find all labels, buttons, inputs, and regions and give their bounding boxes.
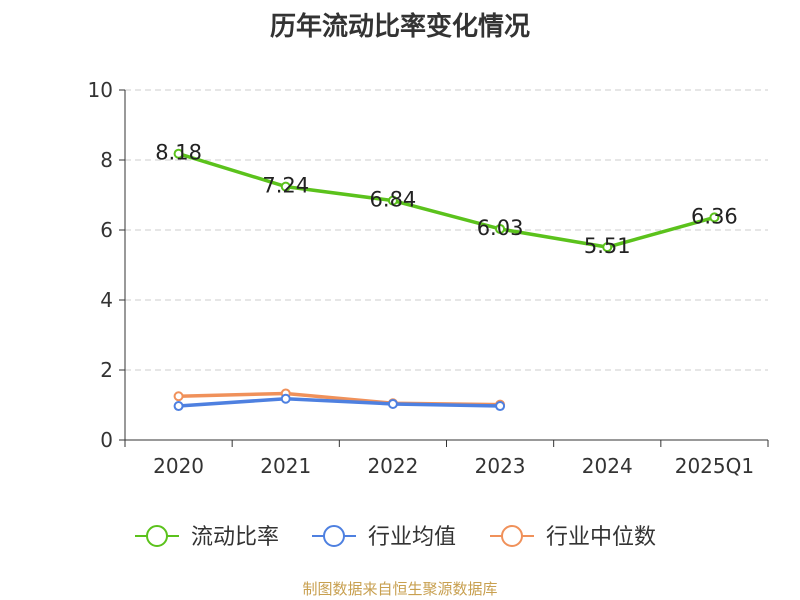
data-label: 6.03 bbox=[477, 216, 524, 240]
gridlines bbox=[125, 89, 768, 371]
x-tick-label: 2021 bbox=[260, 454, 311, 478]
y-tick-label: 10 bbox=[88, 78, 113, 102]
data-point bbox=[495, 401, 506, 412]
x-tick-label: 2025Q1 bbox=[675, 454, 754, 478]
legend-label: 行业中位数 bbox=[546, 525, 656, 550]
series-lines bbox=[173, 148, 720, 412]
x-tick-label: 2024 bbox=[582, 454, 633, 478]
y-tick-label: 6 bbox=[100, 218, 113, 242]
axes: 0 2 4 6 8 10 2020 2021 2022 2023 2024 2025Q1 bbox=[88, 78, 769, 478]
data-point bbox=[173, 148, 184, 159]
data-point bbox=[280, 181, 291, 192]
data-point bbox=[495, 223, 506, 234]
data-label: 8.18 bbox=[155, 141, 202, 165]
legend-label: 流动比率 bbox=[191, 525, 279, 550]
source-note: 制图数据来自恒生聚源数据库 bbox=[302, 580, 498, 598]
data-label: 6.84 bbox=[370, 188, 417, 212]
legend-label: 行业均值 bbox=[368, 525, 456, 550]
data-point bbox=[280, 393, 291, 404]
data-label: 5.51 bbox=[584, 234, 631, 258]
y-tick-label: 0 bbox=[100, 428, 113, 452]
y-tick-label: 4 bbox=[100, 288, 113, 312]
x-tick-label: 2020 bbox=[153, 454, 204, 478]
data-point bbox=[387, 195, 398, 206]
legend: 流动比率 行业均值 行业中位数 bbox=[135, 525, 656, 550]
data-label: 7.24 bbox=[262, 174, 309, 198]
data-labels: 8.18 7.24 6.84 6.03 5.51 6.36 bbox=[155, 141, 738, 258]
legend-swatch-marker bbox=[501, 525, 523, 547]
series-line bbox=[178, 152, 715, 249]
y-tick-label: 2 bbox=[100, 358, 113, 382]
legend-swatch-marker bbox=[323, 525, 345, 547]
x-tick-label: 2023 bbox=[475, 454, 526, 478]
chart-title: 历年流动比率变化情况 bbox=[269, 12, 530, 42]
data-point bbox=[173, 401, 184, 412]
data-point bbox=[387, 398, 398, 409]
data-label: 6.36 bbox=[691, 204, 738, 228]
y-tick-label: 8 bbox=[100, 148, 113, 172]
data-point bbox=[709, 212, 720, 223]
legend-swatch-marker bbox=[146, 525, 168, 547]
data-point bbox=[602, 242, 613, 253]
series-line bbox=[178, 396, 501, 408]
data-point bbox=[173, 391, 184, 402]
x-tick-label: 2022 bbox=[367, 454, 418, 478]
